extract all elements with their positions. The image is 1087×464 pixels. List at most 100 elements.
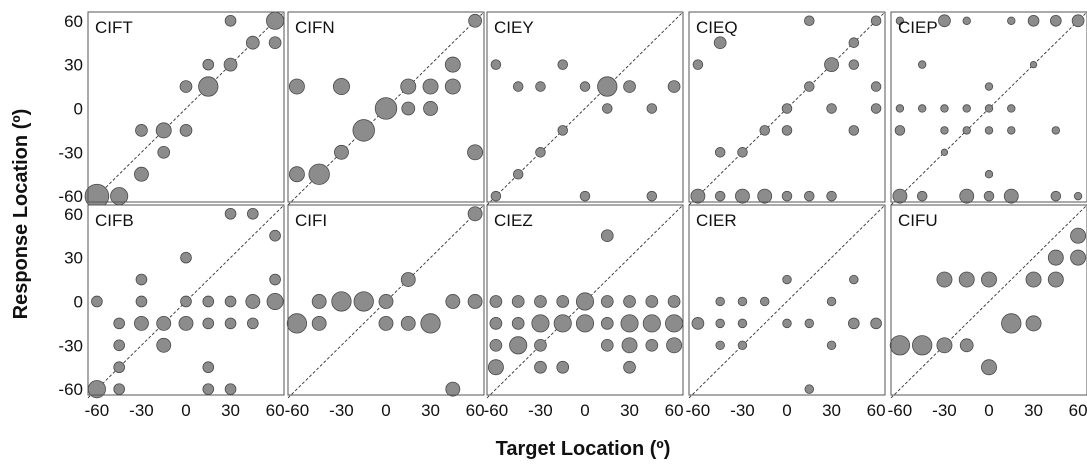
data-point xyxy=(715,318,725,329)
x-axis-title: Target Location (º) xyxy=(496,438,671,460)
panel-title: CIEY xyxy=(494,18,534,37)
panel-cifi: CIFI xyxy=(286,204,485,399)
y-axis-title: Response Location (º) xyxy=(10,109,32,320)
data-point xyxy=(157,145,171,159)
data-point xyxy=(918,60,927,69)
x-tick-label: 60 xyxy=(266,401,285,420)
data-point xyxy=(467,144,484,161)
data-point xyxy=(332,78,350,96)
x-tick-label: 30 xyxy=(822,401,841,420)
data-point xyxy=(870,15,882,27)
panel-title: CIEZ xyxy=(494,211,533,230)
data-point xyxy=(621,337,638,354)
y-tick-label: 30 xyxy=(64,249,83,268)
panel-cifu: CIFU xyxy=(889,204,1087,399)
data-point xyxy=(134,315,149,331)
data-point xyxy=(870,81,882,92)
data-point xyxy=(489,295,503,308)
data-point xyxy=(374,97,398,120)
data-point xyxy=(912,335,933,356)
data-point xyxy=(286,313,308,334)
data-point xyxy=(224,207,237,220)
y-tick-label: 60 xyxy=(64,12,83,31)
data-point xyxy=(759,125,770,136)
data-point xyxy=(848,37,860,48)
data-point xyxy=(804,81,815,92)
data-point xyxy=(420,313,441,334)
data-point xyxy=(1025,271,1042,288)
panel-title: CIFN xyxy=(295,18,335,37)
panel-frame xyxy=(486,204,684,396)
data-point xyxy=(962,126,971,135)
data-point xyxy=(113,361,125,374)
y-tick-label: -60 xyxy=(58,187,83,206)
data-point xyxy=(575,292,595,311)
data-point xyxy=(666,337,683,354)
x-tick-label: 30 xyxy=(421,401,440,420)
data-point xyxy=(826,190,837,202)
data-point xyxy=(202,383,215,395)
panels-layer: CIFT CIFN CIEY CIEQ CIEP CIFB CIFI CIEZ CIER CIFU xyxy=(84,11,1087,399)
data-point xyxy=(916,190,928,202)
y-tick-label: 0 xyxy=(74,99,83,118)
data-point xyxy=(1051,126,1060,135)
data-point xyxy=(889,335,911,356)
data-point xyxy=(715,296,725,307)
data-point xyxy=(981,271,997,288)
x-tick-label: 0 xyxy=(381,401,390,420)
x-tick-label: -30 xyxy=(932,401,957,420)
x-tick-label: -60 xyxy=(888,401,913,420)
data-point xyxy=(1047,271,1064,288)
panel-frame xyxy=(87,204,285,396)
data-point xyxy=(556,360,570,374)
x-tick-label: 0 xyxy=(984,401,993,420)
data-point xyxy=(534,295,547,308)
data-point xyxy=(512,168,524,180)
data-point xyxy=(198,76,219,97)
data-point xyxy=(534,360,547,374)
x-tick-label: 30 xyxy=(620,401,639,420)
data-point xyxy=(557,125,568,136)
data-point xyxy=(556,295,570,308)
data-point xyxy=(849,274,859,285)
data-point xyxy=(848,125,860,136)
panel-frame xyxy=(287,204,485,396)
data-point xyxy=(646,190,658,202)
data-point xyxy=(870,103,882,114)
data-point xyxy=(600,229,614,243)
data-point xyxy=(984,104,994,113)
panel-cifb: CIFB xyxy=(87,204,285,399)
data-point xyxy=(646,103,658,114)
panel-frame xyxy=(890,11,1087,203)
y-tick-label: 30 xyxy=(64,56,83,75)
data-point xyxy=(620,314,639,333)
data-point xyxy=(959,338,974,353)
panel-title: CIFB xyxy=(95,211,134,230)
data-point xyxy=(156,337,172,353)
data-point xyxy=(224,317,237,330)
data-point xyxy=(1003,188,1019,204)
data-point xyxy=(940,148,949,156)
data-point xyxy=(84,183,110,209)
identity-line xyxy=(87,11,285,206)
x-tick-label: 0 xyxy=(782,401,791,420)
data-point xyxy=(804,190,815,202)
data-point xyxy=(1070,249,1087,266)
data-point xyxy=(936,271,953,288)
data-point xyxy=(202,295,215,308)
panel-ciey: CIEY xyxy=(486,11,684,206)
data-point xyxy=(959,188,975,204)
x-tick-label: -30 xyxy=(730,401,755,420)
panel-frame xyxy=(486,11,684,203)
identity-line xyxy=(688,204,886,399)
data-point xyxy=(782,318,792,329)
panel-frame xyxy=(287,11,485,203)
panel-cifn: CIFN xyxy=(287,11,485,206)
data-point xyxy=(714,147,726,158)
data-point xyxy=(378,315,394,331)
data-point xyxy=(826,296,837,307)
data-point xyxy=(642,314,661,333)
data-point xyxy=(113,317,125,330)
data-point xyxy=(269,229,281,242)
data-point xyxy=(113,383,125,395)
